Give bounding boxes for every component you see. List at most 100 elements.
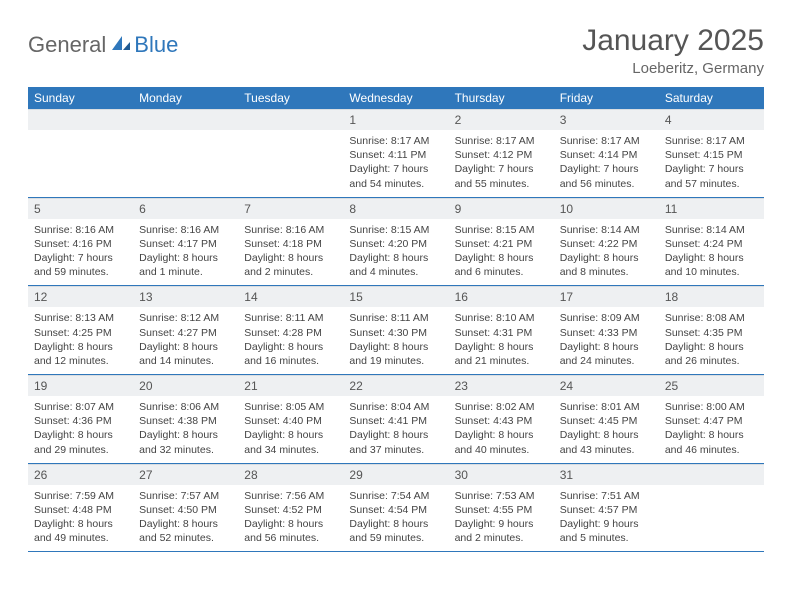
sunrise-line: Sunrise: 8:10 AM: [455, 311, 548, 325]
daylight-line: Daylight: 8 hours and 12 minutes.: [34, 340, 127, 368]
sunset-line: Sunset: 4:55 PM: [455, 503, 548, 517]
calendar-cell: 5Sunrise: 8:16 AMSunset: 4:16 PMDaylight…: [28, 197, 133, 286]
day-number: 12: [28, 286, 133, 307]
day-details: Sunrise: 8:04 AMSunset: 4:41 PMDaylight:…: [343, 396, 448, 463]
sunset-line: Sunset: 4:35 PM: [665, 326, 758, 340]
daylight-line: Daylight: 9 hours and 5 minutes.: [560, 517, 653, 545]
sunrise-line: Sunrise: 8:04 AM: [349, 400, 442, 414]
day-details: Sunrise: 8:07 AMSunset: 4:36 PMDaylight:…: [28, 396, 133, 463]
daylight-line: Daylight: 8 hours and 21 minutes.: [455, 340, 548, 368]
daylight-line: Daylight: 8 hours and 59 minutes.: [349, 517, 442, 545]
sunrise-line: Sunrise: 7:59 AM: [34, 489, 127, 503]
sunset-line: Sunset: 4:11 PM: [349, 148, 442, 162]
day-details: Sunrise: 8:11 AMSunset: 4:30 PMDaylight:…: [343, 307, 448, 374]
daylight-line: Daylight: 8 hours and 19 minutes.: [349, 340, 442, 368]
day-details: Sunrise: 8:01 AMSunset: 4:45 PMDaylight:…: [554, 396, 659, 463]
daylight-line: Daylight: 8 hours and 49 minutes.: [34, 517, 127, 545]
day-number: [28, 109, 133, 130]
logo: General Blue: [28, 24, 178, 58]
sunrise-line: Sunrise: 8:16 AM: [34, 223, 127, 237]
daylight-line: Daylight: 7 hours and 56 minutes.: [560, 162, 653, 190]
day-number: 27: [133, 464, 238, 485]
daylight-line: Daylight: 8 hours and 14 minutes.: [139, 340, 232, 368]
calendar-cell: 21Sunrise: 8:05 AMSunset: 4:40 PMDayligh…: [238, 375, 343, 464]
sunrise-line: Sunrise: 8:17 AM: [349, 134, 442, 148]
header: General Blue January 2025 Loeberitz, Ger…: [28, 24, 764, 77]
calendar-week-row: 1Sunrise: 8:17 AMSunset: 4:11 PMDaylight…: [28, 109, 764, 197]
day-details: Sunrise: 7:51 AMSunset: 4:57 PMDaylight:…: [554, 485, 659, 552]
sunset-line: Sunset: 4:52 PM: [244, 503, 337, 517]
calendar-cell: [133, 109, 238, 197]
weekday-header: Wednesday: [343, 87, 448, 109]
calendar-cell: 14Sunrise: 8:11 AMSunset: 4:28 PMDayligh…: [238, 286, 343, 375]
sunset-line: Sunset: 4:18 PM: [244, 237, 337, 251]
calendar-cell: 7Sunrise: 8:16 AMSunset: 4:18 PMDaylight…: [238, 197, 343, 286]
day-details: Sunrise: 7:57 AMSunset: 4:50 PMDaylight:…: [133, 485, 238, 552]
logo-sail-icon: [110, 34, 132, 57]
daylight-line: Daylight: 7 hours and 59 minutes.: [34, 251, 127, 279]
calendar-cell: 13Sunrise: 8:12 AMSunset: 4:27 PMDayligh…: [133, 286, 238, 375]
sunrise-line: Sunrise: 8:17 AM: [455, 134, 548, 148]
calendar-cell: 27Sunrise: 7:57 AMSunset: 4:50 PMDayligh…: [133, 463, 238, 552]
sunrise-line: Sunrise: 7:54 AM: [349, 489, 442, 503]
daylight-line: Daylight: 8 hours and 6 minutes.: [455, 251, 548, 279]
calendar-week-row: 19Sunrise: 8:07 AMSunset: 4:36 PMDayligh…: [28, 375, 764, 464]
sunrise-line: Sunrise: 8:00 AM: [665, 400, 758, 414]
calendar-week-row: 26Sunrise: 7:59 AMSunset: 4:48 PMDayligh…: [28, 463, 764, 552]
day-details: Sunrise: 8:14 AMSunset: 4:24 PMDaylight:…: [659, 219, 764, 286]
daylight-line: Daylight: 7 hours and 57 minutes.: [665, 162, 758, 190]
calendar-cell: 28Sunrise: 7:56 AMSunset: 4:52 PMDayligh…: [238, 463, 343, 552]
daylight-line: Daylight: 8 hours and 10 minutes.: [665, 251, 758, 279]
day-number: 2: [449, 109, 554, 130]
daylight-line: Daylight: 8 hours and 56 minutes.: [244, 517, 337, 545]
day-number: [238, 109, 343, 130]
calendar-cell: 9Sunrise: 8:15 AMSunset: 4:21 PMDaylight…: [449, 197, 554, 286]
sunset-line: Sunset: 4:14 PM: [560, 148, 653, 162]
day-number: 23: [449, 375, 554, 396]
daylight-line: Daylight: 8 hours and 29 minutes.: [34, 428, 127, 456]
sunset-line: Sunset: 4:54 PM: [349, 503, 442, 517]
calendar-cell: 1Sunrise: 8:17 AMSunset: 4:11 PMDaylight…: [343, 109, 448, 197]
daylight-line: Daylight: 8 hours and 46 minutes.: [665, 428, 758, 456]
day-details: [28, 130, 133, 140]
day-number: 18: [659, 286, 764, 307]
calendar-cell: 11Sunrise: 8:14 AMSunset: 4:24 PMDayligh…: [659, 197, 764, 286]
calendar-cell: 18Sunrise: 8:08 AMSunset: 4:35 PMDayligh…: [659, 286, 764, 375]
sunrise-line: Sunrise: 8:11 AM: [244, 311, 337, 325]
sunrise-line: Sunrise: 8:17 AM: [560, 134, 653, 148]
day-details: Sunrise: 8:13 AMSunset: 4:25 PMDaylight:…: [28, 307, 133, 374]
day-details: Sunrise: 8:06 AMSunset: 4:38 PMDaylight:…: [133, 396, 238, 463]
calendar-cell: 12Sunrise: 8:13 AMSunset: 4:25 PMDayligh…: [28, 286, 133, 375]
sunrise-line: Sunrise: 7:51 AM: [560, 489, 653, 503]
day-number: 30: [449, 464, 554, 485]
sunset-line: Sunset: 4:28 PM: [244, 326, 337, 340]
calendar-cell: 25Sunrise: 8:00 AMSunset: 4:47 PMDayligh…: [659, 375, 764, 464]
sunrise-line: Sunrise: 8:09 AM: [560, 311, 653, 325]
day-number: 6: [133, 198, 238, 219]
page-title: January 2025: [582, 24, 764, 58]
sunrise-line: Sunrise: 8:01 AM: [560, 400, 653, 414]
day-number: 28: [238, 464, 343, 485]
daylight-line: Daylight: 8 hours and 32 minutes.: [139, 428, 232, 456]
weekday-header: Tuesday: [238, 87, 343, 109]
day-number: 31: [554, 464, 659, 485]
calendar-cell: 16Sunrise: 8:10 AMSunset: 4:31 PMDayligh…: [449, 286, 554, 375]
sunset-line: Sunset: 4:20 PM: [349, 237, 442, 251]
calendar-body: 1Sunrise: 8:17 AMSunset: 4:11 PMDaylight…: [28, 109, 764, 552]
day-details: Sunrise: 8:11 AMSunset: 4:28 PMDaylight:…: [238, 307, 343, 374]
calendar-week-row: 12Sunrise: 8:13 AMSunset: 4:25 PMDayligh…: [28, 286, 764, 375]
calendar-cell: 3 Sunrise: 8:17 AMSunset: 4:14 PMDaylight…: [554, 109, 659, 197]
sunrise-line: Sunrise: 7:53 AM: [455, 489, 548, 503]
calendar-cell: 22Sunrise: 8:04 AMSunset: 4:41 PMDayligh…: [343, 375, 448, 464]
day-number: 3: [554, 109, 659, 130]
day-number: 9: [449, 198, 554, 219]
day-details: [238, 130, 343, 140]
sunrise-line: Sunrise: 8:13 AM: [34, 311, 127, 325]
day-details: Sunrise: 8:16 AMSunset: 4:17 PMDaylight:…: [133, 219, 238, 286]
sunset-line: Sunset: 4:30 PM: [349, 326, 442, 340]
sunset-line: Sunset: 4:45 PM: [560, 414, 653, 428]
sunset-line: Sunset: 4:21 PM: [455, 237, 548, 251]
day-number: 24: [554, 375, 659, 396]
day-number: 14: [238, 286, 343, 307]
day-details: Sunrise: 8:00 AMSunset: 4:47 PMDaylight:…: [659, 396, 764, 463]
